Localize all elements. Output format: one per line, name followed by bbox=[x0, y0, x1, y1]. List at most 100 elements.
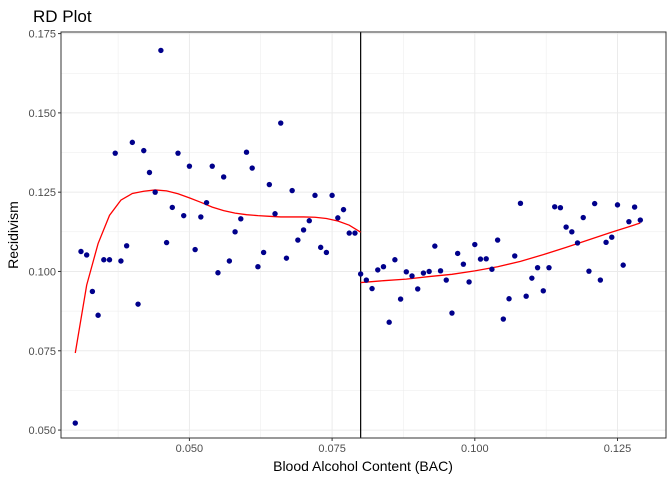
data-point bbox=[89, 288, 96, 295]
data-point bbox=[272, 211, 278, 217]
data-point bbox=[597, 277, 604, 283]
data-point bbox=[546, 264, 552, 271]
data-point bbox=[95, 312, 101, 318]
chart-title: RD Plot bbox=[33, 7, 92, 26]
data-point bbox=[472, 241, 478, 248]
data-point bbox=[540, 288, 546, 294]
data-point bbox=[283, 255, 290, 261]
data-point bbox=[420, 270, 427, 276]
data-point bbox=[238, 216, 244, 222]
data-point bbox=[529, 275, 535, 281]
data-point bbox=[152, 189, 158, 195]
data-point bbox=[386, 319, 392, 325]
panel-border bbox=[60, 31, 667, 439]
data-point bbox=[323, 249, 330, 256]
data-point bbox=[392, 257, 398, 263]
data-point bbox=[163, 239, 170, 246]
data-point bbox=[340, 206, 347, 213]
data-point bbox=[563, 224, 569, 230]
data-point bbox=[631, 204, 638, 210]
data-point bbox=[397, 296, 404, 302]
data-point bbox=[512, 253, 518, 259]
data-point bbox=[620, 262, 626, 268]
data-point bbox=[415, 286, 421, 292]
fit-curve-right bbox=[360, 222, 641, 284]
data-point bbox=[500, 316, 507, 322]
data-point bbox=[603, 239, 609, 245]
data-point bbox=[129, 139, 136, 146]
data-point bbox=[437, 268, 444, 274]
data-point bbox=[329, 192, 335, 199]
data-point bbox=[146, 169, 153, 176]
x-tick-label: 0.075 bbox=[318, 443, 346, 455]
data-point bbox=[403, 269, 410, 275]
x-tick-label: 0.100 bbox=[461, 443, 489, 455]
data-point bbox=[443, 277, 449, 283]
data-point bbox=[375, 267, 381, 273]
data-point bbox=[112, 150, 118, 156]
data-point bbox=[141, 147, 147, 154]
data-point bbox=[198, 214, 204, 220]
data-point bbox=[449, 310, 455, 316]
data-point bbox=[557, 205, 564, 211]
data-point bbox=[586, 268, 592, 274]
data-point bbox=[72, 420, 78, 426]
fit-curves bbox=[74, 189, 641, 354]
data-point bbox=[209, 163, 215, 169]
data-point bbox=[483, 256, 489, 262]
x-tick-label: 0.050 bbox=[176, 443, 204, 455]
data-points bbox=[72, 47, 644, 426]
y-tick-label: 0.075 bbox=[28, 346, 56, 358]
data-point bbox=[346, 230, 352, 236]
data-point bbox=[215, 270, 221, 276]
data-point bbox=[266, 181, 273, 188]
data-point bbox=[186, 163, 193, 169]
data-point bbox=[175, 150, 181, 156]
y-axis-title: Recidivism bbox=[5, 201, 21, 269]
data-point bbox=[106, 257, 113, 263]
data-point bbox=[255, 264, 261, 270]
data-point bbox=[335, 215, 341, 221]
data-point bbox=[169, 204, 175, 211]
data-point bbox=[460, 261, 467, 267]
data-point bbox=[637, 217, 644, 223]
data-point bbox=[426, 268, 432, 275]
data-point bbox=[203, 199, 210, 206]
grid-lines bbox=[61, 32, 666, 438]
data-point bbox=[232, 229, 238, 235]
data-point bbox=[523, 293, 529, 299]
data-point bbox=[260, 249, 267, 256]
fit-curve-left bbox=[74, 189, 361, 354]
data-point bbox=[466, 279, 472, 285]
y-tick-label: 0.100 bbox=[28, 266, 56, 278]
data-point bbox=[78, 248, 84, 255]
y-axis-ticks: 0.050 0.075 0.100 0.125 0.150 0.175 bbox=[28, 29, 61, 437]
data-point bbox=[118, 258, 124, 264]
data-point bbox=[517, 200, 524, 206]
data-point bbox=[591, 200, 598, 207]
data-point bbox=[534, 264, 541, 271]
y-tick-label: 0.175 bbox=[28, 29, 56, 41]
data-point bbox=[574, 240, 581, 246]
data-point bbox=[580, 214, 586, 221]
data-point bbox=[363, 277, 370, 283]
data-point bbox=[489, 266, 495, 272]
data-point bbox=[289, 187, 295, 194]
data-point bbox=[243, 149, 250, 155]
data-point bbox=[192, 246, 198, 253]
x-axis-title: Blood Alcohol Content (BAC) bbox=[273, 458, 453, 474]
data-point bbox=[454, 250, 461, 257]
data-point bbox=[614, 202, 621, 208]
data-point bbox=[158, 47, 164, 54]
data-point bbox=[494, 237, 501, 243]
data-point bbox=[317, 244, 324, 251]
data-point bbox=[220, 174, 227, 180]
data-point bbox=[626, 218, 632, 225]
data-point bbox=[380, 264, 387, 270]
y-tick-label: 0.050 bbox=[28, 425, 56, 437]
data-point bbox=[249, 165, 255, 171]
data-point bbox=[123, 243, 130, 249]
data-point bbox=[609, 234, 615, 240]
data-point bbox=[409, 273, 415, 279]
